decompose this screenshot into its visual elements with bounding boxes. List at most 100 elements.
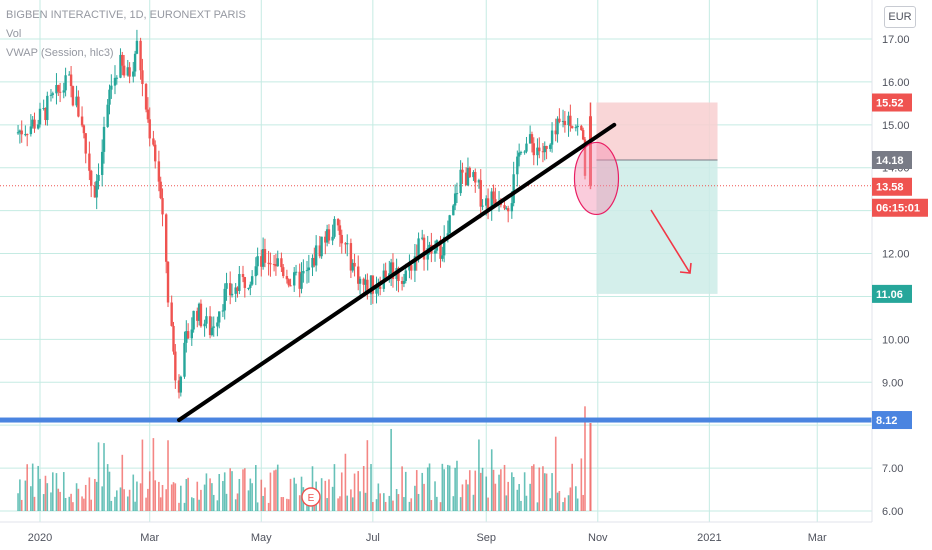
volume-bar (448, 465, 451, 511)
volume-bar (357, 471, 360, 511)
candle-body (459, 169, 462, 194)
volume-bar (353, 473, 356, 511)
candle-body (44, 107, 47, 121)
candle-body (576, 125, 579, 128)
candle-body (346, 243, 349, 245)
last-volume-bar (589, 423, 592, 511)
volume-bar (46, 483, 49, 511)
candle-body (157, 161, 161, 182)
candle-body (541, 151, 545, 153)
volume-bar (558, 490, 561, 511)
candle-body (512, 174, 515, 204)
volume-bar (64, 497, 67, 511)
volume-legend: Vol (6, 28, 22, 40)
candle-body (164, 214, 168, 262)
candle-body (256, 256, 259, 267)
volume-bar (364, 492, 367, 511)
candle-body (327, 229, 331, 241)
candle-body (250, 276, 254, 285)
volume-bar (507, 481, 509, 511)
candle-body (179, 376, 183, 393)
volume-bar (439, 502, 442, 511)
candle-body (510, 203, 514, 212)
candle-body (517, 152, 521, 157)
volume-bar (62, 472, 65, 511)
candle-body (205, 316, 208, 324)
volume-bar (410, 498, 413, 511)
candle-body (492, 191, 495, 200)
price-badge (872, 284, 912, 303)
volume-bar (403, 497, 405, 511)
earnings-marker-icon (301, 487, 321, 507)
volume-bar (289, 478, 292, 511)
price-badge (872, 198, 928, 217)
candle-body (280, 258, 283, 268)
volume-bar (377, 483, 380, 511)
price-badge-label: 8.12 (876, 415, 897, 427)
volume-bar (30, 486, 32, 511)
candle-body (340, 234, 343, 244)
candle-body (426, 247, 429, 260)
candle-body (243, 277, 247, 288)
volume-bar (392, 500, 394, 511)
currency-button[interactable]: EUR (884, 6, 916, 28)
candle-body (402, 280, 406, 284)
volume-bar (295, 483, 297, 511)
volume-bar (516, 489, 519, 511)
volume-bar (244, 468, 246, 511)
volume-bar (525, 495, 528, 511)
candle-body (77, 96, 80, 117)
candle-body (183, 342, 186, 377)
candle-body (563, 120, 567, 126)
volume-bar (564, 497, 566, 511)
x-tick-label: 2020 (28, 532, 52, 544)
y-tick-label: 16.00 (882, 77, 910, 89)
candle-body (305, 270, 309, 272)
candle-body (349, 243, 353, 271)
volume-bar (37, 465, 39, 511)
candle-body (543, 145, 546, 153)
x-tick-label: Sep (476, 532, 496, 544)
volume-bar (511, 472, 513, 511)
volume-bar (390, 428, 392, 511)
volume-bar (286, 498, 288, 511)
volume-bar (306, 502, 308, 511)
candle-body (441, 255, 444, 259)
candle-body (282, 267, 285, 277)
volume-bar (562, 502, 564, 511)
volume-bar (161, 485, 164, 511)
volume-bar (370, 464, 372, 511)
candle-body (298, 271, 301, 289)
candle-body (556, 118, 559, 135)
y-tick-label: 17.00 (882, 34, 910, 46)
candle-body (272, 264, 276, 266)
y-tick-label: 7.00 (882, 463, 903, 475)
volume-bar (339, 496, 341, 511)
drawings[interactable]: E (0, 122, 872, 507)
candle-body (404, 270, 407, 281)
candle-body (247, 287, 250, 289)
candle-body (532, 143, 535, 156)
candle-body (102, 126, 106, 152)
candle-body (172, 325, 175, 352)
candle-body (472, 172, 475, 178)
volume-bar (114, 496, 116, 511)
candle-body (505, 208, 508, 210)
candle-body (20, 130, 23, 135)
candle-body (468, 167, 471, 178)
volume-bar (505, 495, 508, 511)
candle-body (199, 303, 203, 327)
volume-bar (512, 477, 515, 511)
volume-bar (152, 438, 155, 511)
candle-body (464, 172, 468, 186)
candle-body (221, 310, 225, 312)
candle-body (225, 283, 228, 289)
volume-bar (492, 469, 495, 511)
volume-bar (276, 464, 279, 511)
x-tick-label: Nov (588, 532, 608, 544)
candle-body (351, 262, 354, 271)
volume-bar (159, 497, 162, 511)
candle-body (115, 77, 119, 79)
candle-body (139, 40, 142, 71)
